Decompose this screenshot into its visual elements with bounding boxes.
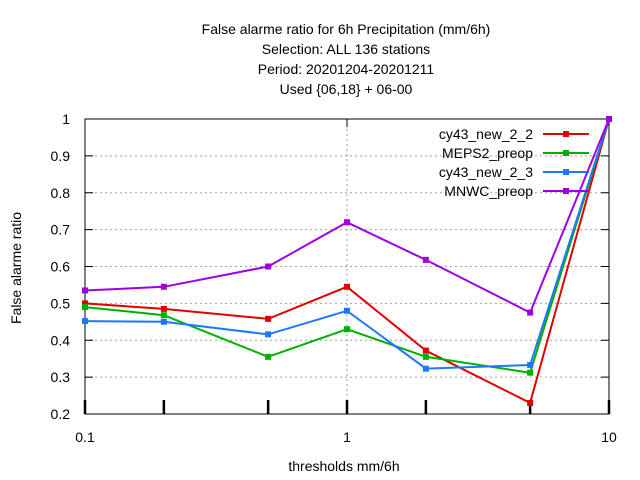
axes: 0.2 0.3 0.4 0.5 0.6 0.7 0.8 0.9 1 0.1 1 10: [51, 111, 617, 445]
legend-label: MEPS2_preop: [442, 145, 533, 161]
title-line-2: Selection: ALL 136 stations: [262, 41, 430, 57]
x-axis-label: thresholds mm/6h: [288, 458, 399, 474]
legend-label: cy43_new_2_3: [439, 164, 533, 180]
plot-frame: [84, 118, 610, 415]
data-point: [160, 283, 167, 290]
data-point: [344, 326, 350, 333]
data-point: [422, 365, 429, 372]
data-point: [527, 361, 534, 368]
legend-swatch-marker: [563, 150, 569, 156]
data-point: [265, 331, 272, 338]
title-line-1: False alarme ratio for 6h Precipitation …: [202, 21, 491, 37]
legend-swatch-marker: [563, 188, 569, 194]
grid: [85, 119, 609, 414]
x-tick-label: 0.1: [75, 429, 95, 445]
data-point: [422, 353, 429, 360]
data-point: [265, 263, 272, 270]
title-line-4: Used {06,18} + 06-00: [280, 81, 413, 97]
legend-label: cy43_new_2_2: [439, 126, 533, 142]
data-point: [265, 353, 272, 360]
data-point: [160, 305, 167, 312]
data-point: [527, 399, 534, 406]
data-point: [344, 283, 350, 290]
data-point: [344, 307, 350, 314]
y-tick-label: 0.8: [51, 185, 71, 201]
x-tick-label: 10: [601, 429, 617, 445]
legend-swatch-marker: [563, 169, 569, 175]
chart-title: False alarme ratio for 6h Precipitation …: [202, 21, 491, 97]
y-tick-label: 0.5: [51, 295, 71, 311]
data-point: [82, 304, 88, 311]
y-tick-label: 0.6: [51, 259, 71, 275]
y-tick-label: 1: [62, 111, 70, 127]
data-point: [160, 312, 167, 319]
data-point: [527, 309, 534, 316]
x-tick-label: 1: [343, 429, 351, 445]
data-point: [422, 347, 429, 354]
y-tick-label: 0.4: [51, 332, 71, 348]
data-point: [344, 219, 350, 226]
y-tick-label: 0.2: [51, 406, 71, 422]
data-point: [606, 116, 612, 122]
y-tick-label: 0.7: [51, 222, 71, 238]
legend: cy43_new_2_2 MEPS2_preop cy43_new_2_3 MNWC_…: [439, 126, 589, 199]
data-point: [527, 369, 534, 376]
series: [82, 116, 612, 406]
legend-label: MNWC_preop: [444, 183, 533, 199]
data-point: [422, 256, 429, 263]
legend-swatch-marker: [563, 131, 569, 137]
y-tick-label: 0.9: [51, 148, 71, 164]
data-point: [82, 300, 88, 307]
title-line-3: Period: 20201204-20201211: [258, 61, 435, 77]
data-point: [82, 287, 88, 294]
data-point: [160, 318, 167, 325]
data-point: [265, 315, 272, 322]
y-tick-label: 0.3: [51, 369, 71, 385]
data-point: [82, 318, 88, 325]
y-axis-label: False alarme ratio: [8, 212, 24, 324]
